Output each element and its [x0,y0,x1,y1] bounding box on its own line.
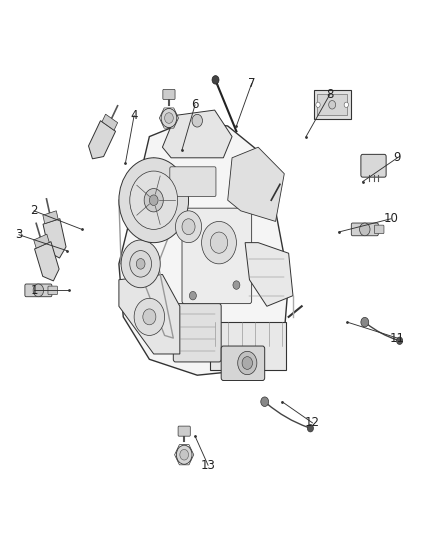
FancyBboxPatch shape [210,322,286,370]
FancyBboxPatch shape [374,225,384,233]
Circle shape [130,251,152,277]
Circle shape [180,449,188,460]
Circle shape [201,221,237,264]
Polygon shape [43,219,66,258]
Circle shape [177,445,192,464]
Circle shape [134,298,165,335]
Circle shape [189,292,196,300]
Circle shape [130,171,178,229]
Text: 8: 8 [326,87,334,101]
Circle shape [143,309,156,325]
FancyBboxPatch shape [178,426,190,436]
Polygon shape [119,120,289,375]
Circle shape [161,109,177,127]
Text: 13: 13 [201,459,215,472]
Text: 7: 7 [248,77,255,90]
FancyBboxPatch shape [163,90,175,100]
Circle shape [361,317,369,327]
Circle shape [238,351,257,375]
FancyBboxPatch shape [314,90,351,119]
Circle shape [328,101,336,109]
Polygon shape [228,147,284,221]
Circle shape [165,113,173,123]
FancyBboxPatch shape [317,94,347,115]
Circle shape [149,195,158,206]
Circle shape [121,240,160,288]
Text: 2: 2 [30,204,38,217]
FancyBboxPatch shape [173,304,221,362]
Polygon shape [34,234,49,248]
Circle shape [182,219,195,235]
Circle shape [210,232,228,253]
Circle shape [316,102,320,108]
Circle shape [233,281,240,289]
Circle shape [33,284,44,297]
Polygon shape [88,120,116,159]
FancyBboxPatch shape [182,208,252,304]
Circle shape [261,397,268,407]
Polygon shape [43,211,58,224]
FancyBboxPatch shape [221,346,265,381]
FancyBboxPatch shape [351,223,378,236]
Text: 9: 9 [394,151,401,164]
FancyBboxPatch shape [361,155,386,177]
Text: 1: 1 [30,284,38,297]
Circle shape [307,424,314,432]
FancyBboxPatch shape [48,286,57,295]
Circle shape [176,211,201,243]
Circle shape [119,158,188,243]
Text: 12: 12 [305,416,320,430]
Circle shape [144,189,163,212]
Text: 6: 6 [191,98,199,111]
Text: 3: 3 [15,228,22,241]
Circle shape [344,102,349,108]
Polygon shape [119,274,180,354]
Circle shape [396,337,403,344]
Text: 4: 4 [131,109,138,122]
Polygon shape [35,241,59,281]
Text: 11: 11 [390,332,405,344]
Circle shape [212,76,219,84]
Circle shape [242,357,253,369]
FancyBboxPatch shape [170,167,216,197]
Polygon shape [162,110,232,158]
Polygon shape [102,114,118,130]
Circle shape [360,223,370,236]
Polygon shape [245,243,293,306]
Circle shape [192,114,202,127]
Text: 10: 10 [384,212,398,225]
Circle shape [136,259,145,269]
FancyBboxPatch shape [25,284,52,297]
